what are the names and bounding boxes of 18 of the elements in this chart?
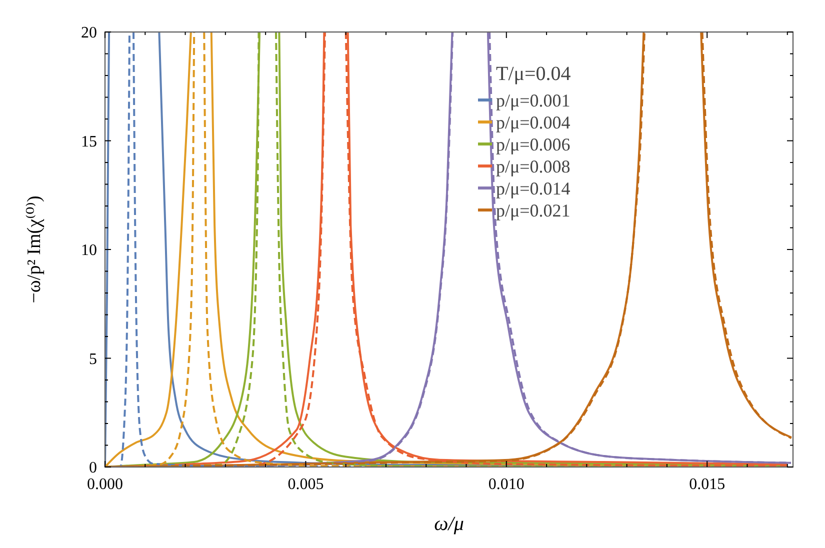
y-axis-title: −ω/p² Im(χ⁽⁰⁾) bbox=[24, 196, 45, 304]
y-tick-label: 5 bbox=[89, 350, 97, 368]
x-tick-label: 0.000 bbox=[87, 476, 123, 493]
legend-label: p/μ=0.006 bbox=[496, 134, 570, 154]
x-tick-label: 0.015 bbox=[689, 476, 726, 493]
y-tick-label: 15 bbox=[81, 133, 97, 150]
x-tick-label: 0.010 bbox=[488, 476, 524, 493]
legend-label: p/μ=0.001 bbox=[496, 90, 570, 110]
x-tick-label: 0.005 bbox=[288, 476, 324, 493]
legend-label: p/μ=0.004 bbox=[496, 112, 570, 132]
legend-label: p/μ=0.021 bbox=[496, 200, 570, 220]
y-tick-label: 20 bbox=[81, 24, 97, 42]
legend-label: p/μ=0.008 bbox=[496, 156, 570, 176]
legend-label: p/μ=0.014 bbox=[496, 178, 570, 198]
y-tick-label: 0 bbox=[89, 460, 97, 477]
x-axis-title: ω/μ bbox=[434, 513, 464, 535]
y-tick-label: 10 bbox=[81, 242, 97, 260]
legend-title: T/μ=0.04 bbox=[496, 63, 571, 85]
